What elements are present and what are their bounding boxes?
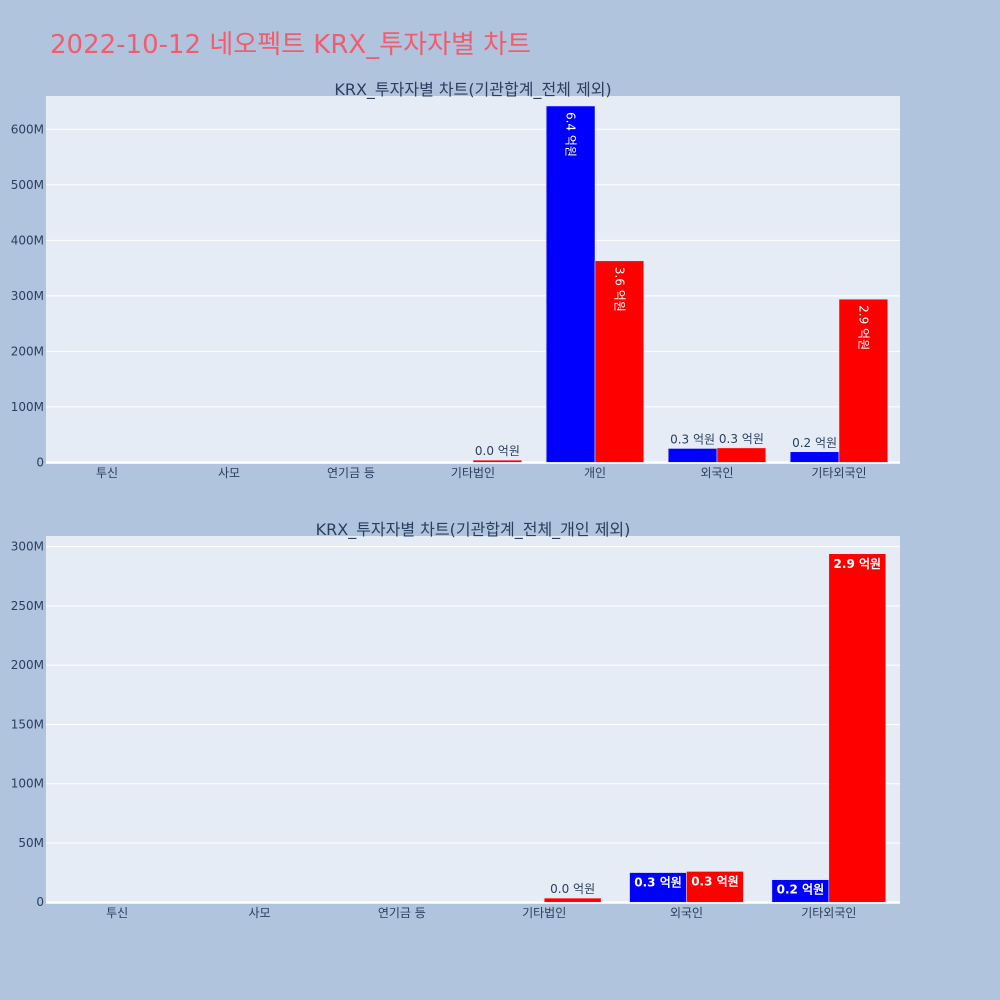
data-label: 0.0 억원 — [550, 882, 595, 896]
y-tick-label: 250M — [11, 599, 44, 613]
x-tick-label: 기타법인 — [451, 466, 495, 480]
x-tick-label: 기타외국인 — [801, 906, 856, 920]
subplot-title: KRX_투자자별 차트(기관합계_전체 제외) — [334, 80, 611, 100]
x-tick-label: 투신 — [96, 466, 118, 480]
y-tick-label: 0 — [36, 455, 44, 469]
y-tick-label: 200M — [11, 658, 44, 672]
x-tick-label: 연기금 등 — [378, 906, 426, 920]
bar — [838, 298, 889, 463]
x-tick-label: 외국인 — [700, 466, 733, 480]
y-tick-label: 400M — [11, 233, 44, 247]
data-label: 0.2 억원 — [792, 436, 837, 450]
bar — [543, 897, 602, 903]
y-tick-label: 100M — [11, 777, 44, 791]
y-tick-label: 150M — [11, 717, 44, 731]
data-label: 2.9 억원 — [834, 557, 882, 571]
bar — [789, 451, 840, 463]
data-label: 0.3 억원 — [634, 876, 682, 890]
x-tick-label: 사모 — [218, 466, 240, 480]
data-label: 6.4 억원 — [564, 112, 578, 157]
x-tick-label: 외국인 — [670, 906, 703, 920]
bar — [828, 553, 887, 903]
page-title: 2022-10-12 네오펙트 KRX_투자자별 차트 — [50, 30, 532, 60]
x-tick-label: 기타법인 — [522, 906, 566, 920]
bar — [629, 872, 687, 903]
data-label: 2.9 억원 — [856, 305, 870, 350]
bar — [545, 105, 596, 463]
data-label: 0.3 억원 — [670, 432, 715, 446]
y-tick-label: 0 — [36, 895, 44, 909]
x-tick-label: 개인 — [584, 466, 606, 480]
data-label: 0.3 억원 — [719, 432, 764, 446]
data-label: 0.0 억원 — [475, 444, 520, 458]
bar — [472, 459, 523, 463]
y-tick-label: 50M — [18, 836, 44, 850]
y-tick-label: 500M — [11, 178, 44, 192]
x-tick-label: 투신 — [106, 906, 128, 920]
x-tick-label: 사모 — [248, 906, 270, 920]
plot-area — [46, 536, 900, 904]
bar — [686, 871, 744, 903]
bar — [716, 447, 767, 463]
x-tick-label: 기타외국인 — [811, 466, 866, 480]
y-tick-label: 600M — [11, 122, 44, 136]
data-label: 0.2 억원 — [777, 883, 825, 897]
y-tick-label: 300M — [11, 540, 44, 554]
bar — [667, 448, 718, 463]
subplot-title: KRX_투자자별 차트(기관합계_전체_개인 제외) — [316, 520, 631, 540]
data-label: 3.6 억원 — [612, 267, 626, 312]
x-tick-label: 연기금 등 — [327, 466, 375, 480]
y-tick-label: 300M — [11, 289, 44, 303]
y-tick-label: 100M — [11, 400, 44, 414]
data-label: 0.3 억원 — [691, 874, 739, 888]
plot-area — [46, 96, 900, 464]
bar — [594, 260, 645, 463]
y-tick-label: 200M — [11, 344, 44, 358]
